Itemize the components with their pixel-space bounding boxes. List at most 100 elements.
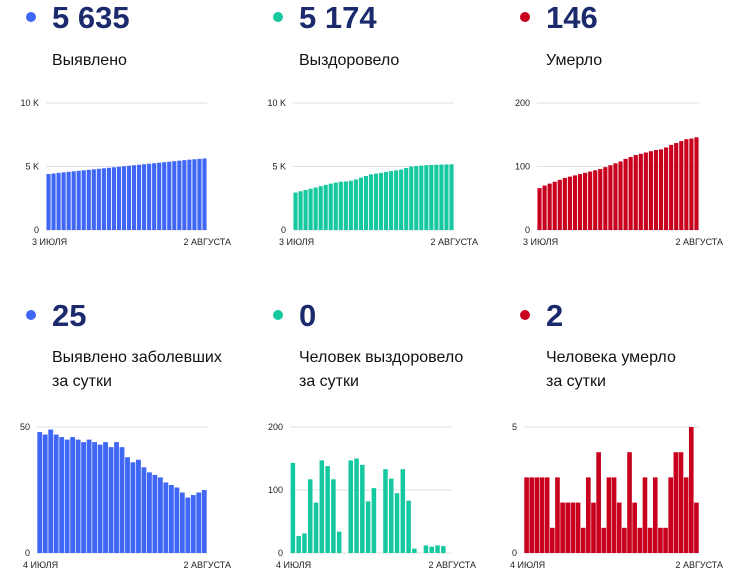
bar	[328, 183, 333, 230]
bar	[313, 187, 318, 230]
bar	[419, 165, 424, 230]
bar	[588, 171, 593, 230]
y-tick-label: 5 K	[272, 162, 286, 172]
bar	[389, 171, 394, 230]
bar	[572, 175, 578, 230]
bar	[673, 452, 679, 553]
bar	[147, 163, 152, 230]
chart-died-total: 0 100 200 3 ИЮЛЯ 2 АВГУСТА	[515, 98, 723, 247]
bar	[152, 163, 157, 230]
bar	[658, 149, 664, 230]
chart-died-daily: 0 5 4 ИЮЛЯ 2 АВГУСТА	[510, 422, 723, 570]
bar	[348, 180, 353, 230]
bar	[46, 173, 51, 230]
y-tick-label: 0	[34, 225, 39, 235]
chart-recovered-total: 0 5 K 10 K 3 ИЮЛЯ 2 АВГУСТА	[267, 98, 478, 247]
bar	[653, 149, 659, 230]
bar	[187, 159, 192, 230]
bar	[51, 173, 56, 230]
bar	[598, 169, 603, 230]
bar	[53, 434, 59, 553]
bar	[163, 482, 169, 553]
bar	[562, 177, 567, 230]
y-tick-label: 0	[512, 548, 517, 558]
chart-detected-daily: 0 50 4 ИЮЛЯ 2 АВГУСТА	[20, 422, 231, 570]
bar	[583, 172, 588, 230]
bar	[81, 442, 87, 553]
y-tick-label: 50	[20, 422, 30, 432]
bar	[647, 527, 653, 553]
bar	[42, 434, 48, 553]
y-tick-label: 100	[268, 485, 283, 495]
stat-label-line: за сутки	[52, 373, 112, 390]
bar	[560, 502, 565, 553]
bar	[141, 467, 147, 553]
bar	[130, 462, 136, 553]
y-tick-label: 100	[515, 162, 530, 172]
stat-label-line: Выздоровело	[299, 52, 400, 69]
bar	[64, 439, 70, 553]
stat-value: 2	[546, 298, 564, 333]
bar	[439, 164, 444, 230]
bar	[400, 469, 406, 553]
bar	[373, 173, 379, 230]
bar	[75, 439, 81, 553]
bar	[423, 545, 429, 553]
bar	[86, 169, 91, 230]
bar	[338, 181, 343, 230]
bar	[108, 447, 114, 553]
bar	[648, 151, 653, 230]
bar	[319, 460, 325, 553]
chart-recovered-daily: 0 100 200 4 ИЮЛЯ 2 АВГУСТА	[268, 422, 476, 570]
x-tick-label-start: 3 ИЮЛЯ	[523, 237, 558, 247]
bar	[192, 159, 197, 230]
x-tick-label-end: 2 АВГУСТА	[428, 560, 476, 570]
stat-value: 25	[52, 298, 87, 333]
bar	[119, 447, 125, 553]
bar	[185, 497, 191, 553]
legend-dot-icon	[520, 12, 530, 22]
bar	[537, 188, 542, 230]
bar	[668, 477, 674, 553]
bar	[71, 171, 76, 230]
bar	[121, 166, 127, 230]
bar	[674, 143, 679, 230]
bar	[383, 469, 388, 553]
legend-dot-icon	[273, 310, 283, 320]
bar	[555, 477, 560, 553]
bar	[116, 166, 122, 230]
bar	[429, 164, 434, 230]
bar	[575, 502, 581, 553]
bar	[131, 165, 137, 230]
bar	[679, 141, 684, 230]
stat-label-line: Умерло	[546, 52, 603, 69]
bar	[409, 166, 414, 230]
bar	[524, 477, 529, 553]
stat-value: 146	[546, 0, 598, 35]
bar	[37, 432, 43, 553]
stat-label: Выявлено заболевших за сутки	[52, 346, 262, 394]
legend-dot-icon	[520, 310, 530, 320]
bar	[197, 158, 202, 230]
stat-label-line: за сутки	[546, 373, 606, 390]
stat-label-line: Выявлено	[52, 52, 127, 69]
bar	[441, 546, 446, 553]
x-tick-label-start: 3 ИЮЛЯ	[279, 237, 314, 247]
legend-dot-icon	[26, 310, 36, 320]
bar	[147, 472, 152, 553]
x-tick-label-end: 2 АВГУСТА	[430, 237, 478, 247]
bar	[637, 527, 643, 553]
bar	[353, 179, 358, 230]
bar	[298, 191, 303, 230]
bar	[613, 163, 618, 230]
bar	[534, 477, 540, 553]
bar	[399, 169, 404, 230]
bar	[303, 189, 308, 230]
stat-label: Выявлено	[52, 49, 262, 73]
bar	[336, 531, 342, 553]
bar	[368, 174, 374, 230]
bar	[414, 166, 419, 230]
bar	[542, 185, 547, 230]
bar	[616, 502, 622, 553]
stat-label-line: Человек выздоровело	[299, 349, 464, 366]
